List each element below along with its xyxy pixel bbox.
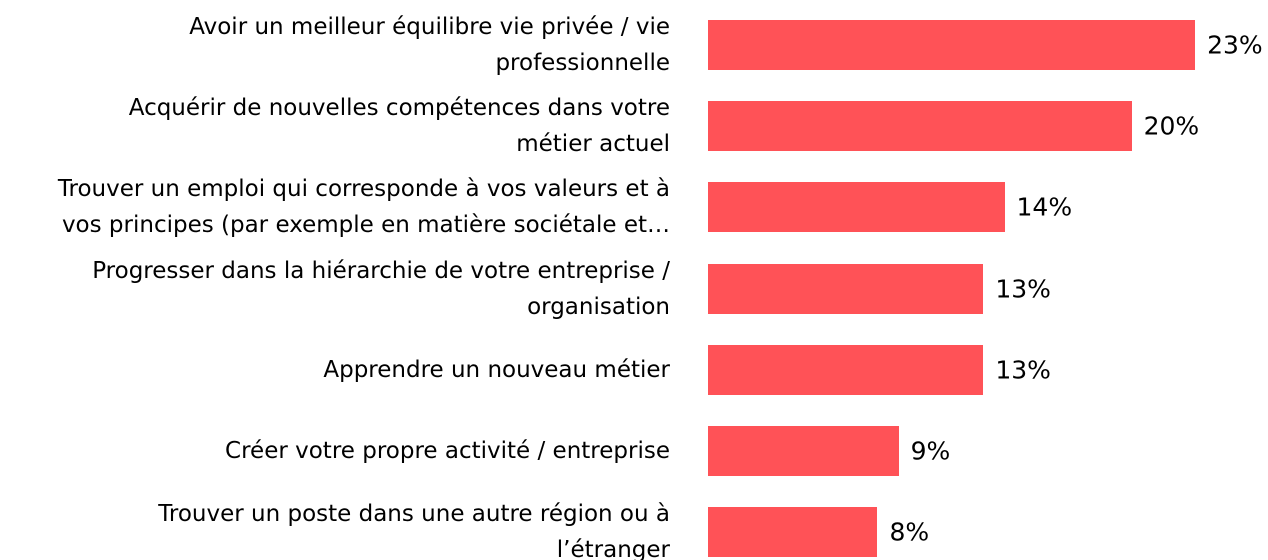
bar: [708, 263, 984, 314]
category-label: Avoir un meilleur équilibre vie privée /…: [189, 14, 670, 76]
category-label: Créer votre propre activité / entreprise: [225, 438, 670, 464]
bar: [708, 182, 1005, 233]
value-label: 9%: [910, 436, 951, 466]
category-label: Progresser dans la hiérarchie de votre e…: [92, 257, 670, 320]
value-label: 13%: [995, 355, 1051, 385]
bar: [708, 426, 899, 476]
category-label: Trouver un emploi qui corresponde à vos …: [57, 176, 670, 239]
category-label: Trouver un poste dans une autre région o…: [158, 501, 670, 560]
value-label: 14%: [1016, 192, 1073, 222]
value-label: 13%: [995, 274, 1051, 304]
category-label: Apprendre un nouveau métier: [323, 356, 670, 383]
category-label: Acquérir de nouvelles compétences dans v…: [128, 95, 670, 158]
value-label: 20%: [1143, 111, 1200, 141]
bar: [708, 344, 984, 395]
bar: [708, 507, 878, 558]
value-label: 23%: [1207, 30, 1263, 60]
bar: [708, 20, 1196, 70]
value-label: 8%: [889, 517, 930, 547]
bar: [708, 101, 1132, 152]
